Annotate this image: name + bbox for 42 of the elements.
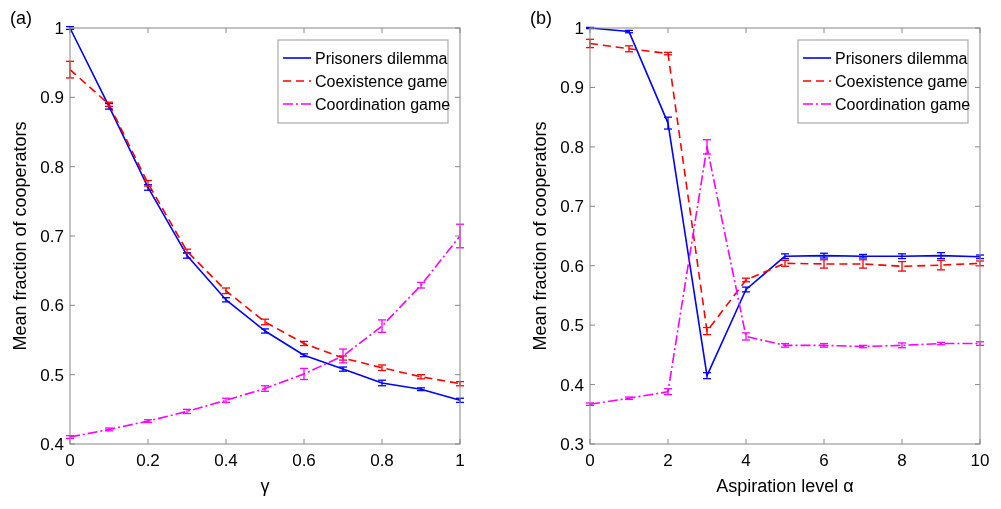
x-tick-label: 0 — [65, 451, 75, 470]
y-tick-label: 0.7 — [560, 197, 584, 217]
y-tick-label: 0.6 — [560, 256, 584, 276]
legend-label: Coexistence game — [835, 73, 968, 90]
y-tick-label: 0.8 — [40, 157, 64, 177]
y-tick-label: 0.6 — [40, 296, 64, 316]
y-tick-label: 0.8 — [560, 137, 584, 157]
x-tick-label: 6 — [819, 451, 829, 470]
legend-label: Coordination game — [835, 96, 971, 113]
y-axis-title: Mean fraction of cooperators — [10, 121, 30, 351]
x-tick-label: 0 — [585, 451, 595, 470]
x-tick-label: 4 — [741, 451, 751, 470]
x-tick-label: 0.2 — [136, 451, 160, 470]
y-axis-title: Mean fraction of cooperators — [530, 121, 550, 351]
y-tick-label: 1 — [54, 19, 64, 38]
x-axis-title: γ — [260, 476, 270, 496]
chart-title: (b) — [530, 8, 552, 28]
y-tick-label: 0.3 — [560, 435, 584, 454]
y-tick-label: 0.5 — [560, 316, 584, 336]
legend-label: Prisoners dilemma — [315, 50, 448, 67]
legend-label: Prisoners dilemma — [835, 50, 968, 67]
y-tick-label: 0.4 — [560, 375, 584, 395]
y-tick-label: 0.9 — [40, 88, 64, 108]
line-series — [69, 27, 461, 402]
y-tick-label: 0.5 — [40, 365, 64, 385]
legend-label: Coordination game — [315, 96, 451, 113]
y-tick-label: 0.4 — [40, 435, 64, 454]
chart-title: (a) — [10, 8, 32, 28]
y-tick-label: 1 — [574, 19, 584, 38]
x-tick-label: 0.4 — [214, 451, 238, 470]
x-axis-title: Aspiration level α — [716, 476, 854, 496]
x-tick-label: 2 — [663, 451, 673, 470]
x-tick-label: 0.6 — [292, 451, 316, 470]
x-tick-label: 8 — [897, 451, 907, 470]
y-tick-label: 0.9 — [560, 78, 584, 98]
line-series — [69, 68, 461, 385]
x-tick-label: 10 — [970, 451, 990, 470]
x-tick-label: 0.8 — [370, 451, 394, 470]
legend-label: Coexistence game — [315, 73, 448, 90]
y-tick-label: 0.7 — [40, 227, 64, 246]
line-series — [69, 235, 461, 438]
x-tick-label: 1 — [455, 451, 465, 470]
